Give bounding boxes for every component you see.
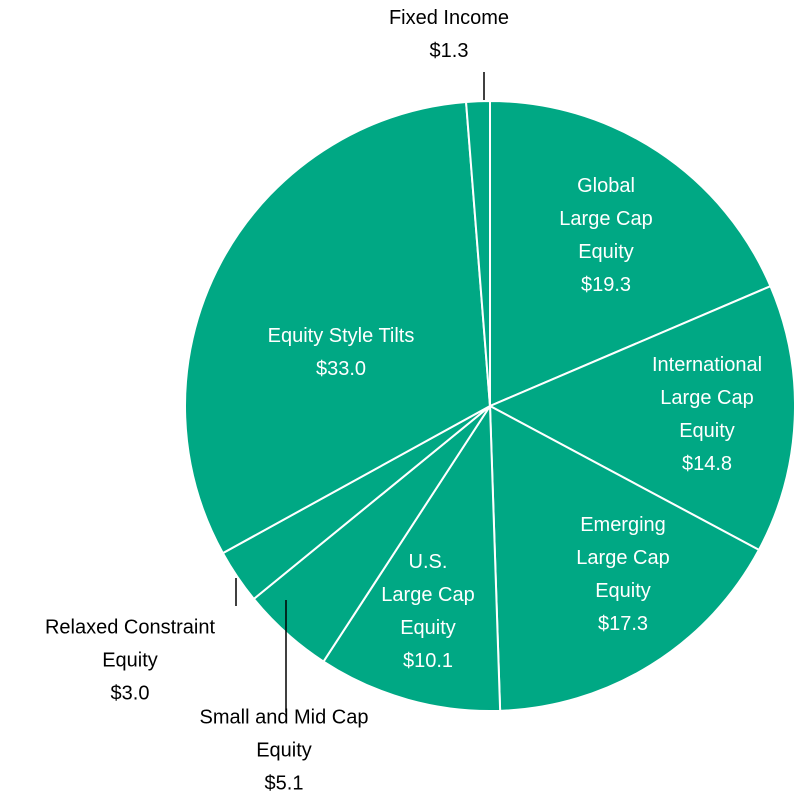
value-label: $5.1 <box>264 772 304 795</box>
slice-label: Small and Mid Cap Equity $5.1 <box>200 702 369 801</box>
slice-label: Fixed Income $1.3 <box>389 2 509 68</box>
value-label: $10.1 <box>402 650 454 672</box>
value-label: $1.3 <box>429 40 469 62</box>
category-label: International Large Cap Equity <box>651 354 763 442</box>
pie-slice <box>464 99 491 407</box>
category-label: Relaxed Constraint Equity <box>44 616 216 672</box>
slice-label: Relaxed Constraint Equity $3.0 <box>45 612 215 711</box>
pie-slice <box>489 99 772 408</box>
value-label: $33.0 <box>315 358 367 380</box>
category-label: Global Large Cap Equity <box>559 175 653 263</box>
category-label: Emerging Large Cap Equity <box>576 514 670 602</box>
category-label: Equity Style Tilts <box>267 325 415 347</box>
value-label: $14.8 <box>681 453 733 475</box>
slice-label: Global Large Cap Equity $19.3 <box>559 170 652 302</box>
value-label: $3.0 <box>110 682 150 705</box>
category-label: Fixed Income <box>388 7 510 29</box>
pie-slice <box>184 100 492 555</box>
value-label: $17.3 <box>597 613 649 635</box>
category-label: Small and Mid Cap Equity <box>199 706 369 762</box>
pie-slice <box>488 404 761 712</box>
pie-slice <box>322 402 502 712</box>
slice-label: Emerging Large Cap Equity $17.3 <box>576 509 669 641</box>
category-label: U.S. Large Cap Equity <box>381 551 475 639</box>
value-label: $19.3 <box>580 274 632 296</box>
slice-label: International Large Cap Equity $14.8 <box>652 349 762 481</box>
slice-label: Equity Style Tilts $33.0 <box>268 320 415 386</box>
slice-label: U.S. Large Cap Equity $10.1 <box>381 546 474 678</box>
pie-slice <box>487 284 794 552</box>
